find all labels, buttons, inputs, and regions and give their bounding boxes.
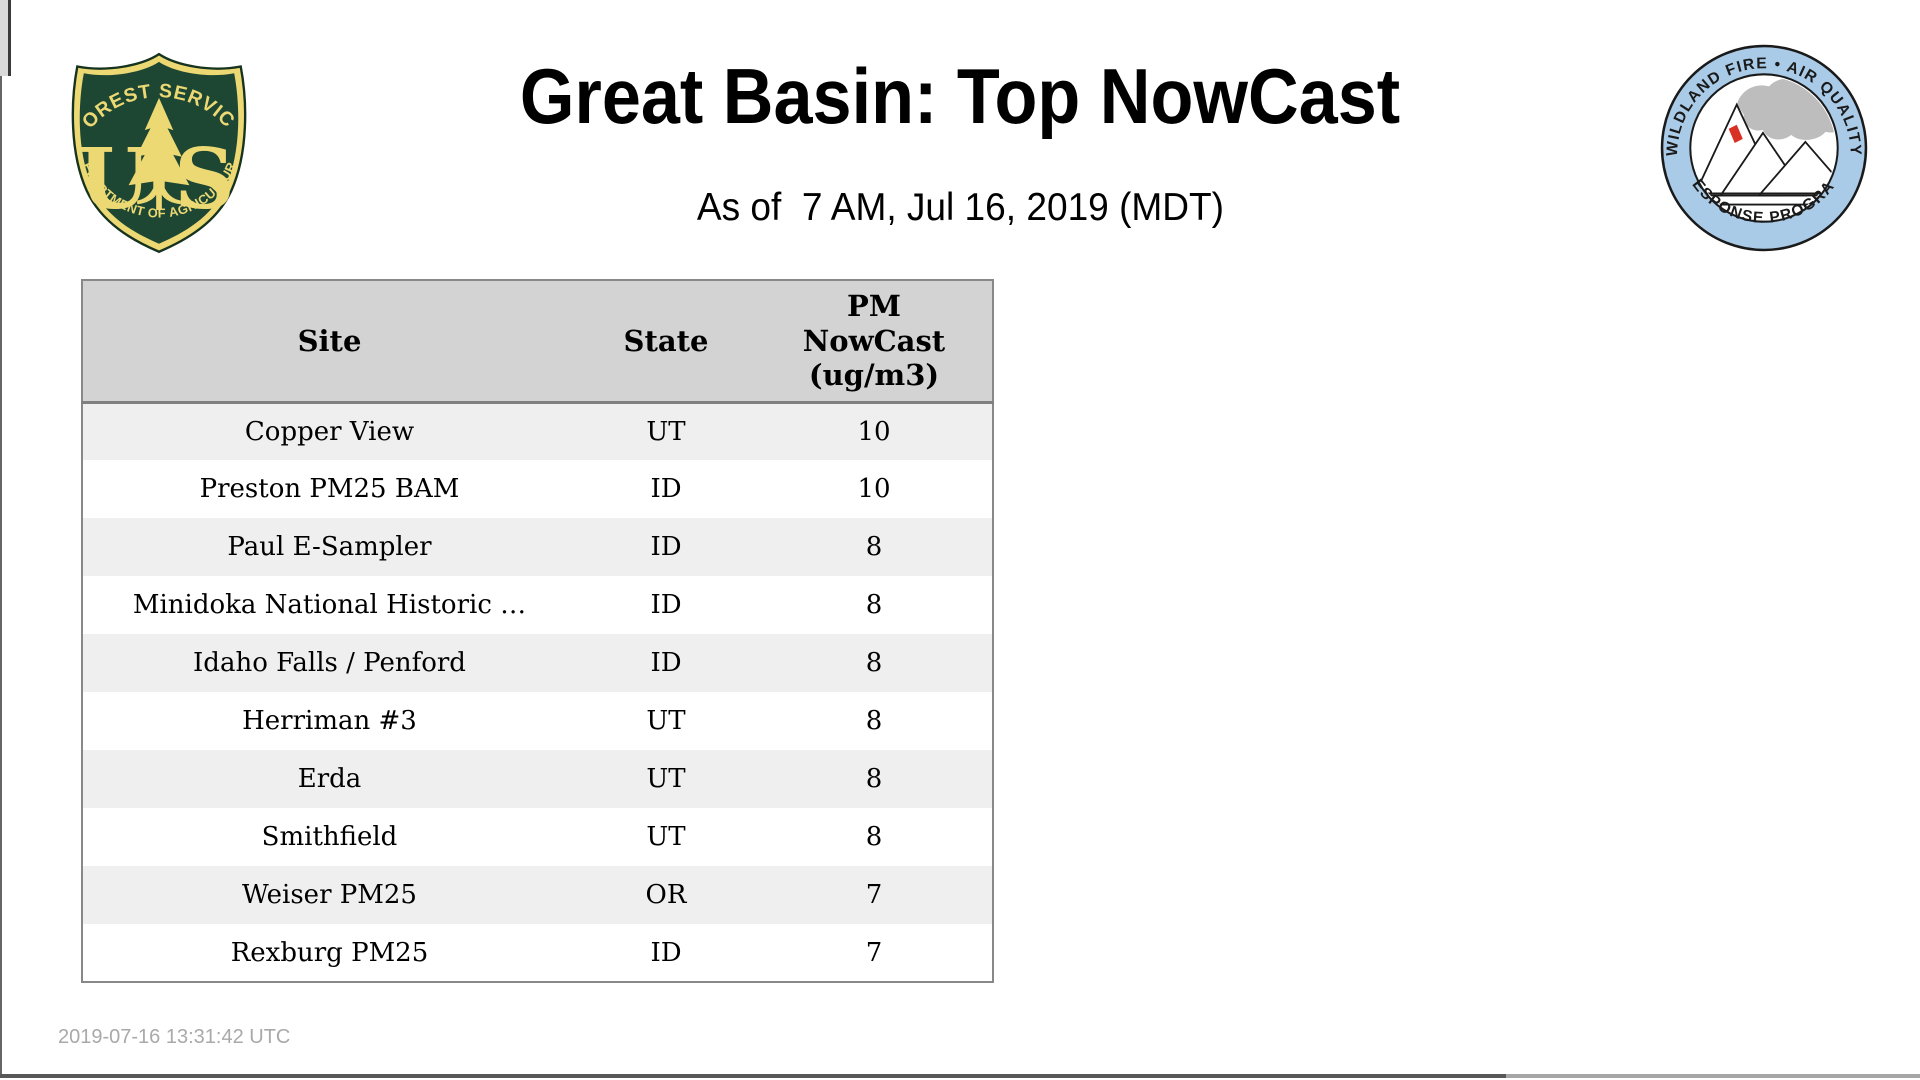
site-cell: Smithfield	[261, 822, 398, 852]
window-edge-sliver	[0, 0, 11, 76]
table-row: Erda UT 8	[82, 750, 993, 808]
state-cell: ID	[650, 590, 682, 620]
site-cell: Idaho Falls / Penford	[193, 648, 466, 678]
table-row: Idaho Falls / Penford ID 8	[82, 634, 993, 692]
site-cell: Weiser PM25	[242, 880, 417, 910]
table-row: Herriman #3 UT 8	[82, 692, 993, 750]
column-header-pm-nowcast: PM NowCast (ug/m3)	[756, 280, 993, 404]
site-cell: Minidoka National Historic …	[132, 590, 527, 620]
pine-tree-icon	[128, 97, 190, 210]
table-header: Site State PM NowCast (ug/m3)	[82, 280, 993, 404]
state-cell: UT	[646, 706, 686, 736]
page-subtitle: As of 7 AM, Jul 16, 2019 (MDT)	[696, 186, 1224, 229]
nowcast-cell: 8	[865, 764, 883, 794]
state-cell: ID	[650, 937, 682, 968]
site-cell: Herriman #3	[242, 706, 417, 736]
table-row: Weiser PM25 OR 7	[82, 866, 993, 924]
table-row: Copper View UT 10	[82, 402, 993, 460]
nowcast-cell: 7	[865, 880, 883, 910]
forest-service-logo: FOREST SERVICE U S DEPARTMENT OF AGRICUL…	[64, 44, 247, 254]
nowcast-cell: 8	[865, 590, 883, 620]
nowcast-cell: 8	[865, 648, 883, 678]
table-row: Preston PM25 BAM ID 10	[82, 460, 993, 518]
table-row: Paul E-Sampler ID 8	[82, 518, 993, 576]
flame-streak-icon	[1728, 124, 1743, 143]
column-header-site: Site	[82, 280, 576, 404]
state-cell: UT	[646, 822, 686, 852]
site-cell: Rexburg PM25	[230, 937, 429, 968]
state-cell: UT	[646, 416, 686, 447]
table-row: Minidoka National Historic … ID 8	[82, 576, 993, 634]
state-cell: ID	[650, 648, 682, 678]
table-body: Copper View UT 10 Preston PM25 BAM ID 10…	[82, 402, 993, 982]
table-header-row: Site State PM NowCast (ug/m3)	[82, 280, 993, 404]
nowcast-cell: 8	[865, 532, 883, 562]
state-cell: OR	[645, 880, 687, 910]
nowcast-cell: 7	[865, 937, 883, 968]
state-cell: ID	[650, 532, 682, 562]
nowcast-cell: 10	[857, 416, 891, 447]
nowcast-table: Site State PM NowCast (ug/m3) Copper Vie…	[81, 279, 994, 983]
state-cell: ID	[650, 474, 682, 504]
wildland-fire-air-quality-logo: WILDLAND FIRE • AIR QUALITY RESPONSE PRO…	[1658, 42, 1868, 252]
page-title: Great Basin: Top NowCast	[519, 52, 1401, 140]
table-row: Smithfield UT 8	[82, 808, 993, 866]
window-edge-bottom-right	[1506, 1074, 1920, 1078]
nowcast-cell: 8	[865, 706, 883, 736]
window-edge-bottom	[0, 1074, 1506, 1078]
site-cell: Preston PM25 BAM	[199, 474, 460, 504]
column-header-state: State	[576, 280, 756, 404]
nowcast-cell: 8	[865, 822, 883, 852]
window-edge-left	[0, 76, 2, 1078]
state-cell: UT	[646, 764, 686, 794]
site-cell: Paul E-Sampler	[227, 532, 432, 562]
nowcast-cell: 10	[857, 474, 891, 504]
site-cell: Copper View	[244, 416, 415, 447]
table-row: Rexburg PM25 ID 7	[82, 924, 993, 982]
generated-timestamp: 2019-07-16 13:31:42 UTC	[58, 1026, 291, 1048]
site-cell: Erda	[297, 764, 362, 794]
